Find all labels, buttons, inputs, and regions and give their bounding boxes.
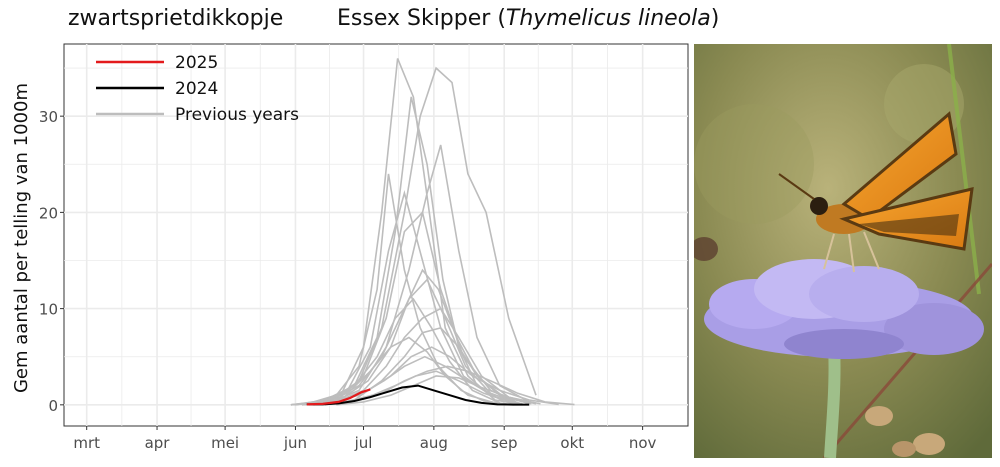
previous-year-line-17 xyxy=(313,370,514,406)
y-tick-labels: 0 10 20 30 xyxy=(39,108,64,415)
x-tick-label: jun xyxy=(283,434,307,452)
legend-label: Previous years xyxy=(175,105,299,125)
y-axis-label: Gem aantal per telling van 1000m xyxy=(11,83,32,393)
previous-year-line-18 xyxy=(336,375,537,406)
legend: 2025 2024 Previous years xyxy=(96,53,299,125)
previous-years-lines xyxy=(290,58,575,406)
species-open-paren: ( xyxy=(497,6,506,31)
x-tick-label: nov xyxy=(629,434,657,452)
species-latin-name: Thymelicus lineola xyxy=(505,6,711,31)
series-2024-line xyxy=(306,384,530,406)
current-years-lines xyxy=(306,384,530,406)
x-tick-labels: mrt apr mei jun jul aug sep okt nov xyxy=(73,426,657,452)
y-tick-label: 0 xyxy=(48,397,58,415)
legend-label: 2024 xyxy=(175,79,218,99)
y-tick-label: 20 xyxy=(39,204,58,222)
species-common-name: Essex Skipper xyxy=(337,6,491,31)
flower-stem xyxy=(824,343,841,458)
x-tick-label: sep xyxy=(491,434,518,452)
series-2025-line xyxy=(306,388,371,406)
scabious-flower-icon xyxy=(704,259,984,359)
x-tick-label: aug xyxy=(420,434,448,452)
x-tick-label: apr xyxy=(145,434,171,452)
y-tick-label: 30 xyxy=(39,108,58,126)
x-tick-label: okt xyxy=(560,434,584,452)
previous-year-line-13 xyxy=(290,336,496,406)
legend-label: 2025 xyxy=(175,53,218,73)
x-tick-label: mei xyxy=(211,434,239,452)
species-title: Essex Skipper (Thymelicus lineola) xyxy=(337,6,719,31)
page-title: zwartsprietdikkopje xyxy=(68,6,284,31)
skipper-butterfly-icon xyxy=(778,111,974,273)
previous-year-line-5 xyxy=(302,144,530,406)
y-tick-label: 10 xyxy=(39,301,58,319)
x-tick-label: jul xyxy=(354,434,373,452)
species-close-paren: ) xyxy=(710,6,720,31)
butterfly-photo xyxy=(694,44,992,458)
phenology-chart: 0 10 20 30 mrt apr mei jun jul aug sep okt nov Gem … xyxy=(11,43,689,452)
previous-year-line-11 xyxy=(309,307,541,406)
x-tick-label: mrt xyxy=(73,434,100,452)
